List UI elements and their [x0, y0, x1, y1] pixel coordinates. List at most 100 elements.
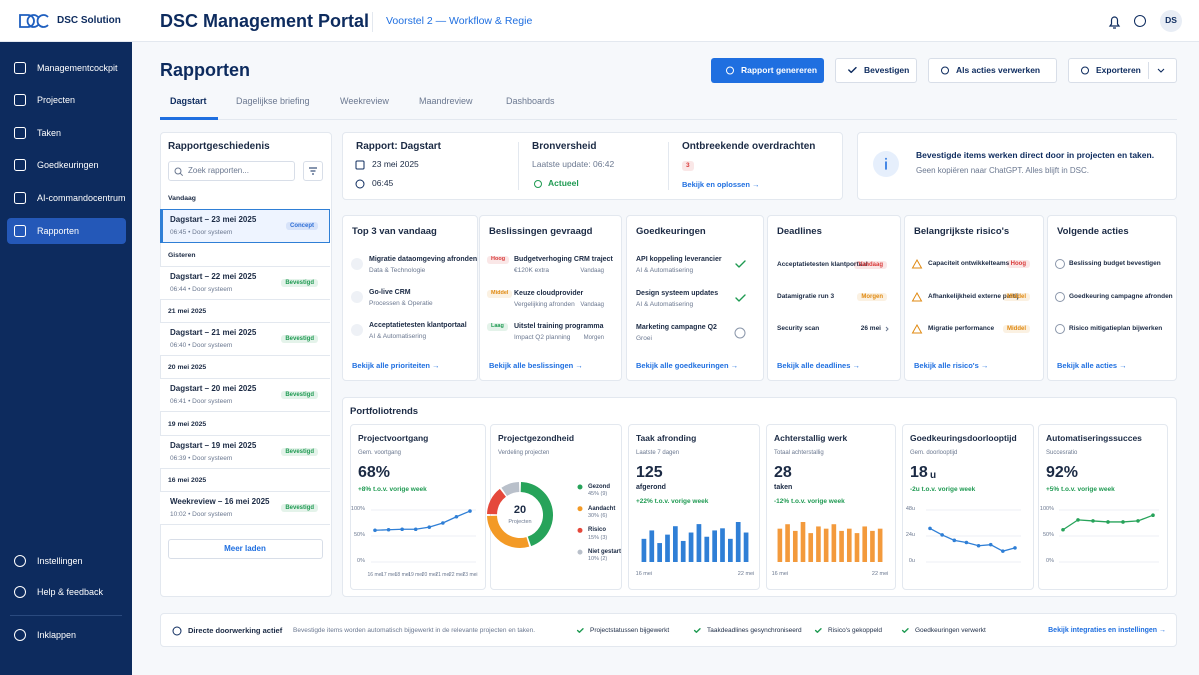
x-tick-label: 16 mei [635, 571, 653, 578]
item-sub: Data & Technologie [369, 267, 426, 275]
history-item[interactable] [160, 266, 330, 300]
missing-title: Ontbreekende overdrachten [682, 141, 816, 152]
item-title: Goedkeuring campagne afronden [1069, 293, 1173, 301]
badge: Vandaag [854, 260, 887, 270]
notice-text: Geen kopiëren naar ChatGPT. Alles blijft… [916, 166, 1089, 176]
tab[interactable]: Dashboards [506, 95, 555, 106]
history-item[interactable] [160, 322, 330, 356]
y-tick-label: 100% [350, 506, 365, 513]
y-tick-label: 48u [905, 506, 915, 513]
item-title: Uitstel training programma [514, 323, 604, 331]
x-tick-label: 20 mei [421, 571, 437, 578]
more-label[interactable]: Meer laden [224, 544, 266, 554]
item-title: Weekreview – 16 mei 2025 [170, 497, 270, 507]
trend-unit: u [930, 470, 937, 481]
header-divider [372, 12, 373, 32]
badge: Bevestigd [281, 334, 318, 344]
x-tick-label: 17 mei [381, 571, 397, 578]
trend-title: Projectvoortgang [358, 433, 429, 444]
item-title: API koppeling leverancier [636, 256, 722, 264]
item-title: Security scan [777, 325, 820, 333]
more-button[interactable] [168, 539, 323, 559]
link[interactable]: Bekijk integraties en instellingen → [1048, 627, 1166, 635]
report-divider [668, 142, 669, 190]
item-date: Vandaag [580, 267, 604, 274]
item-meta: 06:40 • Door systeem [170, 342, 233, 350]
link[interactable]: Bekijk alle prioriteiten → [352, 360, 440, 370]
avatar[interactable] [1160, 10, 1182, 32]
trend-title: Automatiseringssucces [1046, 433, 1142, 444]
nav-active[interactable] [7, 218, 126, 244]
nav-item[interactable]: Projecten [37, 94, 76, 105]
center-value: 20 [513, 504, 527, 517]
search-box[interactable] [168, 161, 295, 181]
tab[interactable]: Maandreview [419, 95, 473, 106]
portal-subtitle: Voorstel 2 — Workflow & Regie [386, 14, 533, 27]
x-tick-label: 21 mei [435, 571, 451, 578]
link[interactable]: Bekijk alle deadlines → [777, 360, 860, 370]
item-title: Dagstart – 21 mei 2025 [170, 328, 257, 338]
link[interactable]: Bekijk alle beslissingen → [489, 360, 583, 370]
history-item[interactable] [160, 435, 330, 469]
link[interactable]: Bekijk en oplossen → [682, 179, 760, 189]
x-tick-label: 23 mei [462, 571, 478, 578]
item-sub: Vergelijking afronden [514, 301, 575, 309]
group-label: Vandaag [168, 195, 196, 203]
value-label: 45% (9) [588, 491, 608, 498]
filter-button[interactable] [303, 161, 323, 181]
nav-item[interactable]: Goedkeuringen [37, 159, 99, 170]
item-title: Afhankelijkheid externe partij [928, 293, 1019, 301]
x-tick-label: 19 mei [408, 571, 424, 578]
badge: Middel [1003, 324, 1030, 334]
summary-card [342, 215, 478, 381]
item-sub: AI & Automatisering [369, 333, 427, 341]
history-item[interactable] [160, 209, 330, 243]
history-item[interactable] [160, 491, 330, 525]
trend-unit: afgerond [636, 484, 666, 492]
status-check: Risico's gekoppeld [828, 627, 882, 635]
nav-item[interactable]: AI-commandocentrum [37, 192, 126, 203]
action-button[interactable] [928, 58, 1057, 83]
page-title: Rapporten [160, 60, 250, 81]
card-title: Beslissingen gevraagd [489, 226, 593, 238]
nav-item[interactable]: Managementcockpit [37, 62, 118, 73]
tab[interactable]: Dagstart [170, 95, 207, 106]
nav-item[interactable]: Taken [37, 127, 62, 138]
export-split [1148, 62, 1149, 79]
item-date: Vandaag [580, 301, 604, 308]
action-label[interactable]: Exporteren [1096, 65, 1141, 76]
tab[interactable]: Dagelijkse briefing [236, 95, 310, 106]
link[interactable]: Bekijk alle goedkeuringen → [636, 360, 739, 370]
nav-item[interactable]: Inklappen [37, 629, 77, 640]
nav-item[interactable]: Rapporten [37, 225, 80, 236]
trend-subtitle: Verdeling projecten [498, 449, 550, 456]
source-update: Laatste update: 06:42 [532, 159, 615, 170]
badge: Bevestigd [281, 390, 318, 400]
item-meta: 10:02 • Door systeem [170, 511, 233, 519]
trend-change: +22% t.o.v. vorige week [636, 498, 709, 506]
item-title: Marketing campagne Q2 [636, 324, 717, 332]
action-label[interactable]: Bevestigen [864, 65, 910, 76]
item-date: 26 mei [860, 325, 881, 333]
tab-baseline [160, 119, 1177, 120]
tab[interactable]: Weekreview [340, 95, 389, 106]
item-title: Acceptatietesten klantportaal [777, 261, 868, 269]
y-tick-label: 24u [905, 532, 915, 539]
status-check: Goedkeuringen verwerkt [915, 627, 986, 635]
nav-item[interactable]: Instellingen [37, 555, 83, 566]
badge: Morgen [857, 292, 887, 302]
link[interactable]: Bekijk alle acties → [1057, 360, 1127, 370]
legend-label: Aandacht [588, 505, 616, 512]
link[interactable]: Bekijk alle risico's → [914, 360, 989, 370]
trend-subtitle: Gem. voortgang [358, 449, 402, 456]
action-label[interactable]: Als acties verwerken [956, 65, 1041, 76]
y-tick-label: 0u [908, 558, 915, 565]
item-title: Migratie performance [928, 325, 995, 333]
trend-value: 125 [636, 463, 663, 481]
action-label[interactable]: Rapport genereren [741, 65, 818, 76]
item-sub: Groei [636, 335, 652, 343]
item-title: Design systeem updates [636, 290, 719, 298]
item-meta: 06:41 • Door systeem [170, 398, 233, 406]
nav-item[interactable]: Help & feedback [37, 586, 104, 597]
history-item[interactable] [160, 378, 330, 412]
